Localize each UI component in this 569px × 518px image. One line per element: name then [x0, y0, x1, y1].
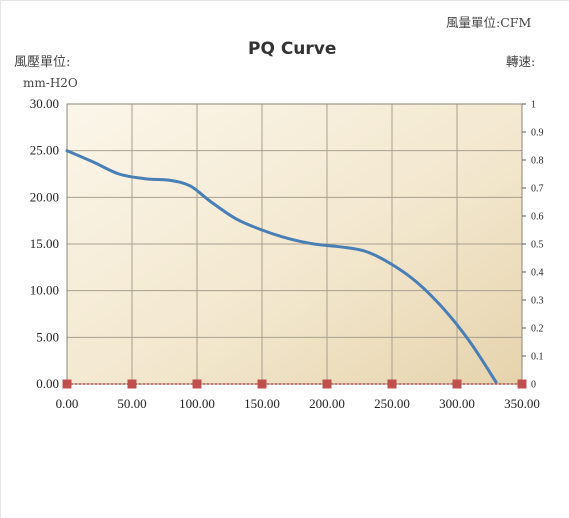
- y-tick-label: 5.00: [36, 329, 59, 344]
- y-tick-label: 15.00: [30, 236, 59, 251]
- x-tick-label: 50.00: [117, 396, 146, 411]
- y2-tick-label: 1: [531, 100, 536, 111]
- x-tick-label: 350.00: [504, 396, 540, 411]
- pq-curve-line: [65, 149, 498, 384]
- tick-labels: 0.00 5.00 10.00 15.00 20.00 25.00 30.00 0.00 50.…: [30, 96, 544, 411]
- series-marker-2: [517, 379, 527, 389]
- y2-tick-label: 0.1: [531, 352, 544, 363]
- x-tick-label: 100.00: [179, 396, 215, 411]
- y2-tick-label: 0.2: [531, 324, 544, 335]
- y2-tick-label: 0.3: [531, 296, 544, 307]
- series-marker-2: [452, 379, 462, 389]
- speed-label: 轉速:: [506, 54, 536, 69]
- y2-tick-label: 0.9: [531, 128, 544, 139]
- y-tick-label: 30.00: [30, 96, 59, 111]
- y2-tick-label: 0.7: [531, 184, 544, 195]
- series-layer: [62, 149, 527, 389]
- x-tick-label: 200.00: [309, 396, 345, 411]
- flow-unit-label: 風量單位:CFM: [446, 15, 532, 30]
- series-marker-2: [322, 379, 332, 389]
- y-tick-label: 25.00: [30, 143, 59, 158]
- chart-title: PQ Curve: [248, 39, 337, 59]
- y-tick-label: 10.00: [30, 283, 59, 298]
- series-marker-2: [387, 379, 397, 389]
- x-tick-label: 0.00: [56, 396, 79, 411]
- series-marker-2: [127, 379, 137, 389]
- x-tick-label: 300.00: [439, 396, 475, 411]
- y2-tick-label: 0.5: [531, 240, 544, 251]
- x-tick-label: 150.00: [244, 396, 280, 411]
- series-marker-2: [257, 379, 267, 389]
- y-tick-label: 0.00: [36, 376, 59, 391]
- pressure-unit-label: 風壓單位:: [14, 55, 71, 70]
- y2-tick-label: 0: [531, 380, 536, 391]
- pressure-unit-value: mm-H2O: [23, 76, 78, 90]
- y2-tick-label: 0.6: [531, 212, 544, 223]
- y2-tick-label: 0.8: [531, 156, 544, 167]
- series-marker-2: [192, 379, 202, 389]
- x-tick-label: 250.00: [374, 396, 410, 411]
- y-tick-label: 20.00: [30, 189, 59, 204]
- y2-tick-label: 0.4: [531, 268, 544, 279]
- series-marker-2: [62, 379, 72, 389]
